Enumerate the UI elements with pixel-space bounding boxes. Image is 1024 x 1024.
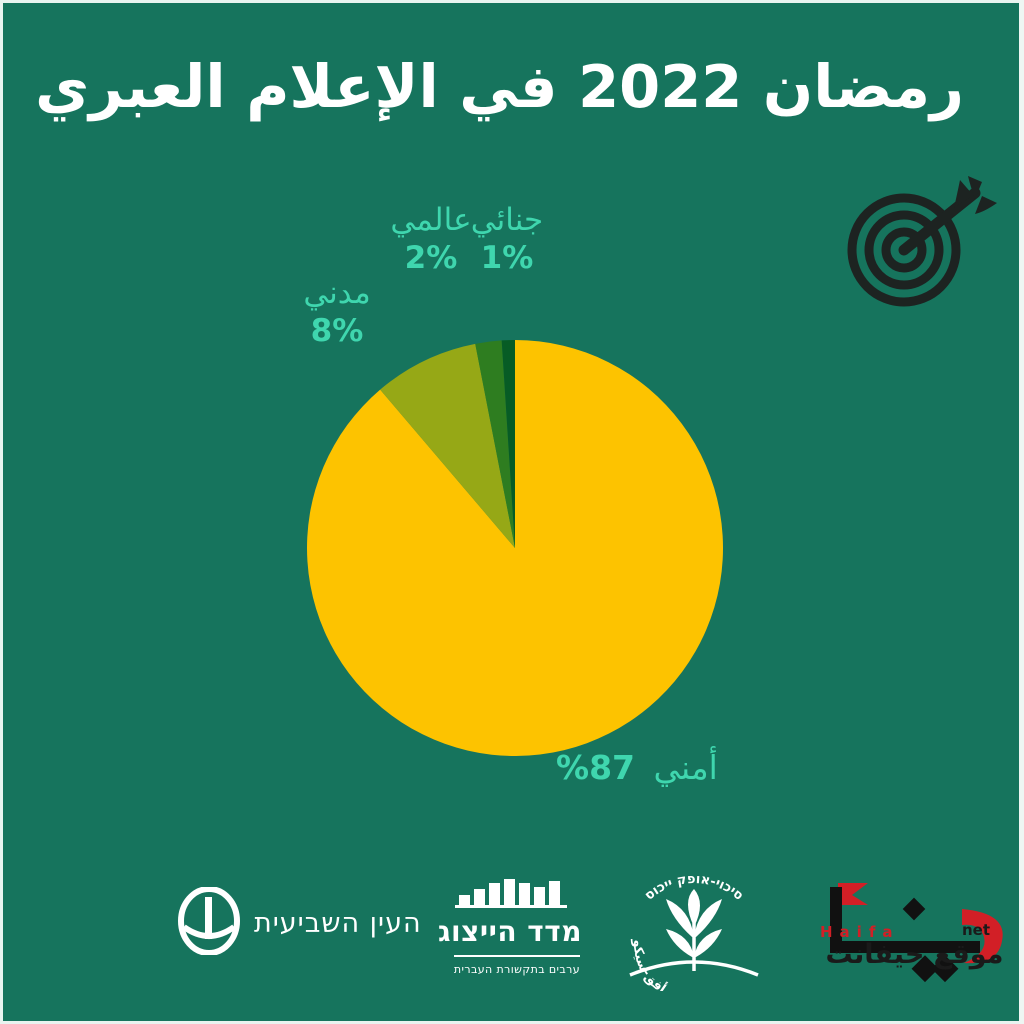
logo-representation-index[interactable]: מדד הייצוג ערבים בתקשורת העברית [437, 877, 582, 976]
page-title: رمضان 2022 في الإعلام العبري [35, 52, 964, 121]
left-edge-strip [0, 0, 3, 1024]
logo-seventh-eye-text: העין השביעית [254, 907, 422, 939]
pie-label-global: عالمي 2% [376, 202, 486, 278]
logo-representation-index-title: מדד הייצוג [437, 915, 582, 948]
pie-label-criminal: جنائي 1% [452, 202, 562, 278]
bar-chart-logo-icon [452, 877, 582, 913]
pie-label-criminal-pct: 1% [480, 239, 534, 276]
bottom-edge-strip [0, 1021, 1024, 1024]
top-edge-strip [0, 0, 1024, 3]
eye-logo-icon [178, 886, 240, 959]
logo-divider [454, 955, 580, 957]
pie-label-civil-pct: 8% [310, 312, 364, 349]
logo-haifa-tagline: موقع حيفانت [825, 939, 1004, 970]
target-arrow-icon [842, 168, 1002, 310]
pie-slice-group [307, 340, 724, 756]
pie-label-global-pct: 2% [404, 239, 458, 276]
pie-label-security: أمني 87% [556, 748, 718, 787]
pie-chart [305, 338, 725, 758]
logo-sikkuy-aufoq[interactable]: סיכוי-אופק ייכוס أفق-سيكوي [598, 860, 784, 997]
pie-label-global-name: عالمي [390, 202, 472, 238]
pie-slice-2 [475, 340, 515, 548]
logo-haifa-net-tld: net [962, 921, 991, 939]
logo-seventh-eye[interactable]: העין השביעית [178, 886, 422, 959]
pie-slice-0 [307, 340, 724, 756]
sprout-logo-icon: סיכוי-אופק ייכוס أفق-سيكوي [598, 860, 759, 997]
pie-slice-1 [380, 343, 515, 548]
logo-haifa-latin: Haifa [820, 923, 900, 941]
pie-label-security-pct: 87% [556, 748, 636, 787]
pie-label-security-name: أمني [653, 748, 718, 787]
partner-logo-strip: העין השביעית [0, 849, 1024, 1024]
logo-representation-index-subtitle: ערבים בתקשורת העברית [453, 963, 581, 976]
pie-label-criminal-name: جنائي [470, 202, 544, 238]
pie-label-civil: مدني 8% [282, 275, 392, 351]
logo-haifa-net[interactable]: Haifa net موقع حيفانت [812, 879, 1017, 1009]
pie-label-civil-name: مدني [303, 275, 371, 311]
right-edge-strip [1019, 0, 1024, 1024]
pie-slice-3 [501, 340, 515, 548]
haifa-net-logo-icon [830, 883, 1003, 983]
